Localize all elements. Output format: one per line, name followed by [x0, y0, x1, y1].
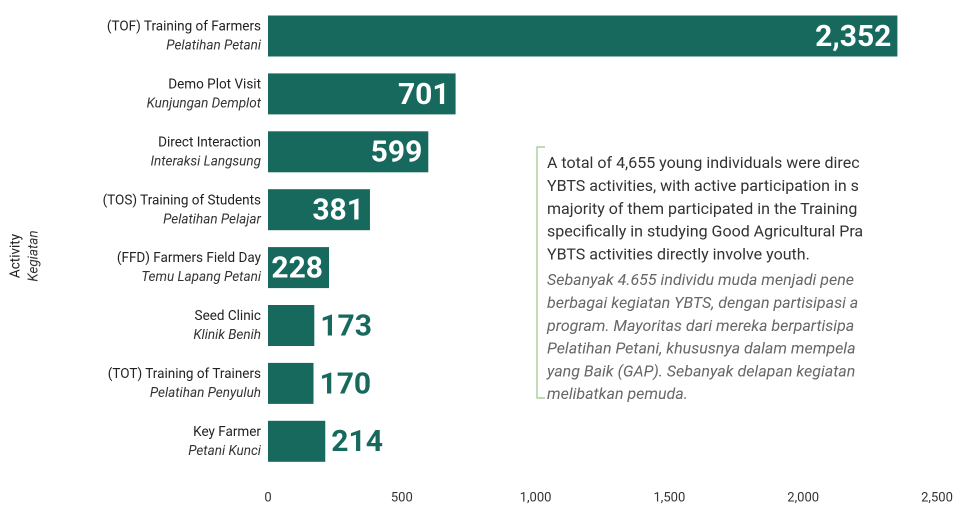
category-label: (TOF) Training of Farmers [107, 19, 261, 35]
category-label-translation: Kunjungan Demplot [147, 95, 262, 111]
x-tick-label: 2,500 [921, 490, 953, 505]
bar [268, 131, 429, 173]
category-label-translation: Petani Kunci [188, 443, 262, 459]
category-label: (TOS) Training of Students [103, 192, 261, 208]
bar [268, 247, 330, 289]
value-label: 228 [271, 251, 323, 286]
category-label: (FFD) Farmers Field Day [117, 250, 262, 266]
category-label: Seed Clinic [195, 308, 261, 324]
category-label: Direct Interaction [158, 134, 261, 150]
x-tick-label: 0 [264, 490, 271, 505]
value-label: 701 [398, 77, 450, 112]
bar [268, 189, 370, 231]
x-tick-label: 1,000 [520, 490, 552, 505]
annotation-line: A total of 4,655 young individuals were … [547, 153, 860, 172]
x-tick-label: 2,000 [787, 490, 819, 505]
annotation-line-translation: program. Mayoritas dari mereka berpartis… [546, 316, 854, 335]
bar [268, 362, 314, 404]
value-label: 381 [312, 193, 364, 228]
category-label-translation: Pelatihan Penyuluh [150, 385, 261, 401]
category-label: (TOT) Training of Trainers [108, 366, 261, 382]
category-label-translation: Pelatihan Pelajar [163, 211, 261, 227]
category-label-translation: Interaksi Langsung [150, 153, 261, 169]
value-label: 2,352 [815, 19, 891, 54]
annotation-line: YBTS activities directly involve youth. [547, 244, 810, 263]
y-axis-label: Activity [8, 233, 24, 278]
annotation-line-translation: Pelatihan Petani, khususnya dalam mempel… [547, 339, 856, 358]
category-label-translation: Temu Lapang Petani [141, 269, 261, 285]
x-tick-label: 500 [391, 490, 413, 505]
y-axis-label: Kegiatan [26, 230, 42, 281]
bar [268, 420, 326, 462]
annotation-line-translation: berbagai kegiatan YBTS, dengan partisipa… [547, 293, 858, 312]
annotation-line: YBTS activities, with active participati… [547, 176, 859, 195]
annotation-line: specifically in studying Good Agricultur… [547, 222, 863, 241]
bar [268, 305, 315, 346]
annotation-line-translation: melibatkan pemuda. [547, 384, 688, 403]
annotation-line-translation: yang Baik (GAP). Sebanyak delapan kegiat… [546, 361, 855, 380]
category-label-translation: Pelatihan Petani [166, 38, 262, 54]
annotation-bracket [536, 146, 545, 399]
bar [268, 15, 898, 57]
x-tick-label: 1,500 [654, 490, 686, 505]
value-label: 599 [371, 135, 423, 170]
bar [268, 73, 456, 115]
category-label: Key Farmer [193, 424, 261, 440]
value-label: 214 [331, 424, 383, 459]
category-label: Demo Plot Visit [168, 76, 261, 92]
annotation-line: majority of them participated in the Tra… [547, 199, 857, 218]
annotation-line-translation: Sebanyak 4.655 individu muda menjadi pen… [547, 270, 854, 289]
category-label-translation: Klinik Benih [193, 327, 261, 343]
value-label: 173 [320, 308, 372, 343]
value-label: 170 [319, 366, 371, 401]
